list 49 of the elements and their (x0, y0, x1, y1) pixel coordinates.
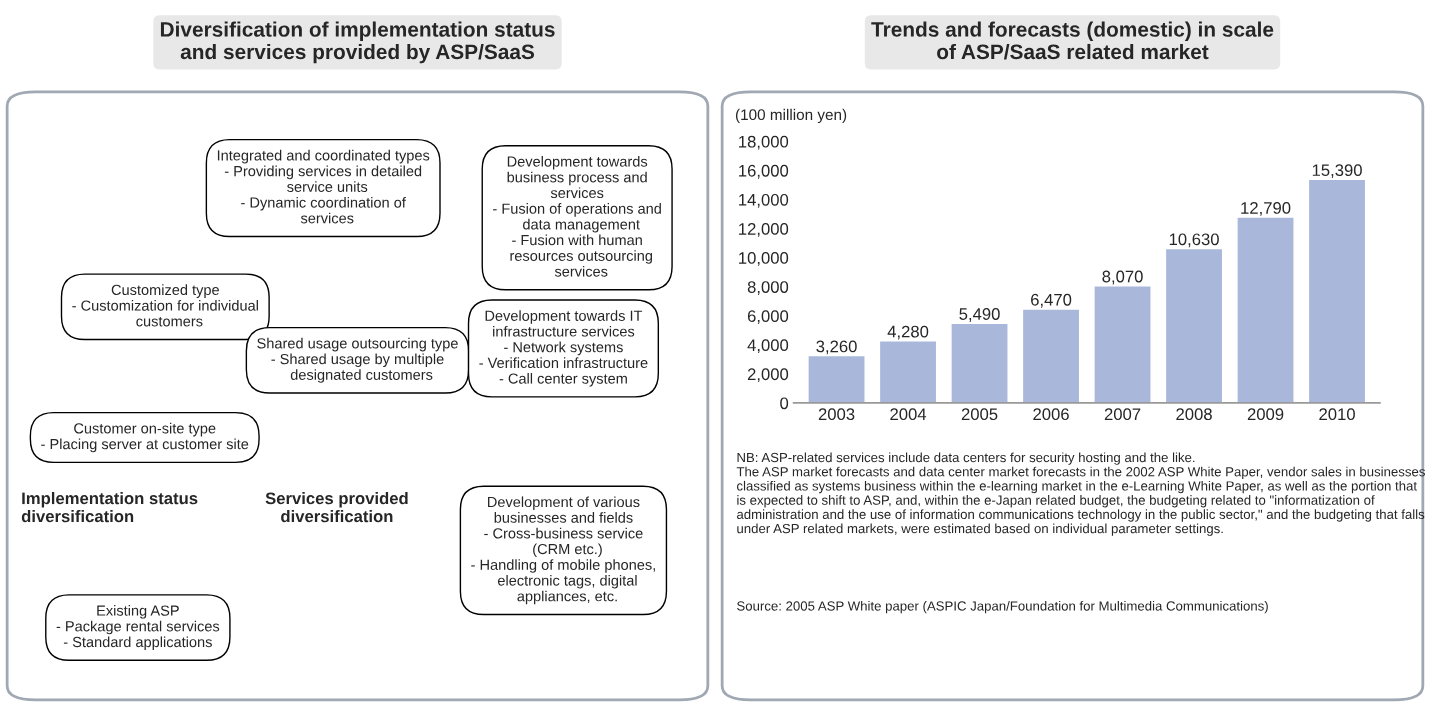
x-tick-label: 2010 (1319, 408, 1355, 421)
chart-title: Trends and forecasts (domestic) in scale of ASP/SaaS related market (871, 21, 1274, 60)
bar (1307, 178, 1367, 403)
x-tick-label: 2009 (1247, 408, 1284, 421)
text: Implementation status diversification (21, 492, 198, 523)
data-label: 15,390 (1312, 164, 1362, 179)
text: Development of various businesses and fields - Cross-business service (CRM etc.) - Handling of mobile phones, electronic tags, digital appliances, etc. (471, 496, 655, 605)
y-tick-label: 4,000 (747, 339, 789, 354)
y-tick-label: 14,000 (739, 193, 789, 208)
y-tick-label: 18,000 (739, 135, 789, 150)
bar (878, 340, 938, 403)
y-tick-label: 2,000 (747, 368, 789, 383)
x-tick-label: 2005 (961, 408, 998, 421)
y-tick-label: 10,000 (739, 252, 789, 266)
y-tick-label: 8,000 (747, 281, 789, 295)
data-label: 5,490 (959, 308, 1000, 322)
data-label: 12,790 (1241, 202, 1291, 216)
bar (1236, 216, 1295, 403)
bar (1021, 308, 1081, 403)
text: Shared usage outsourcing type - Shared usage by multiple designated customers (257, 337, 458, 383)
source-note: Source: 2005 ASP White paper (ASPIC Japan/Foundation for Multimedia Communications) (737, 600, 1268, 614)
x-tick-label: 2007 (1104, 408, 1141, 421)
data-label: 8,070 (1102, 270, 1143, 285)
y-tick-label: 16,000 (739, 164, 789, 179)
bar (1164, 247, 1224, 403)
data-label: 6,470 (1031, 293, 1072, 308)
y-tick-label: 0 (780, 397, 789, 410)
y-axis-title: (100 million yen) (735, 108, 847, 124)
x-tick-label: 2006 (1033, 408, 1069, 421)
x-tick-label: 2004 (890, 408, 927, 421)
text: Development towards IT infrastructure services - Network systems - Verification infrastructure - Call center system (479, 310, 648, 387)
data-label: 4,280 (887, 325, 929, 340)
bar (807, 354, 866, 403)
x-tick-label: 2008 (1176, 408, 1212, 421)
text: Customized type - Customization for individual customers (72, 284, 258, 327)
text: Development towards business process and services - Fusion of operations and data management - Fusion with human resources outsourcing services (493, 155, 661, 277)
data-label: 3,260 (816, 340, 857, 355)
text: Diversification of implementation status and services provided by ASP/SaaS (160, 21, 555, 64)
text: Customer on-site type - Placing server at customer site (41, 422, 249, 453)
y-tick-label: 6,000 (747, 310, 789, 324)
text: Integrated and coordinated types - Providing services in detailed service units - Dynamic coordination of services (217, 149, 430, 224)
bar (950, 322, 1009, 403)
text: Services provided diversification (265, 492, 408, 523)
data-label: 10,630 (1169, 233, 1219, 248)
text: NB: ASP-related services include data centers for security hosting and the like. The ASP market forecasts and data center market forecasts in the 2002 ASP White Paper, vendor sales in businesses classified as systems business within the e-learning market in the e-Learning White Paper, as well as the portion that is expected to shift to ASP, and, within the e-Japan related budget, the budgeting related to "informatization of administration and the use of information communications technology in the public sector," and the budgeting that falls under ASP related markets, were estimated based on individual parameter settings. (736, 452, 1425, 536)
y-tick-label: 12,000 (739, 223, 789, 237)
x-tick-label: 2003 (818, 408, 855, 421)
text: Existing ASP - Package rental services - Standard applications (56, 605, 220, 651)
bar (1093, 285, 1152, 403)
